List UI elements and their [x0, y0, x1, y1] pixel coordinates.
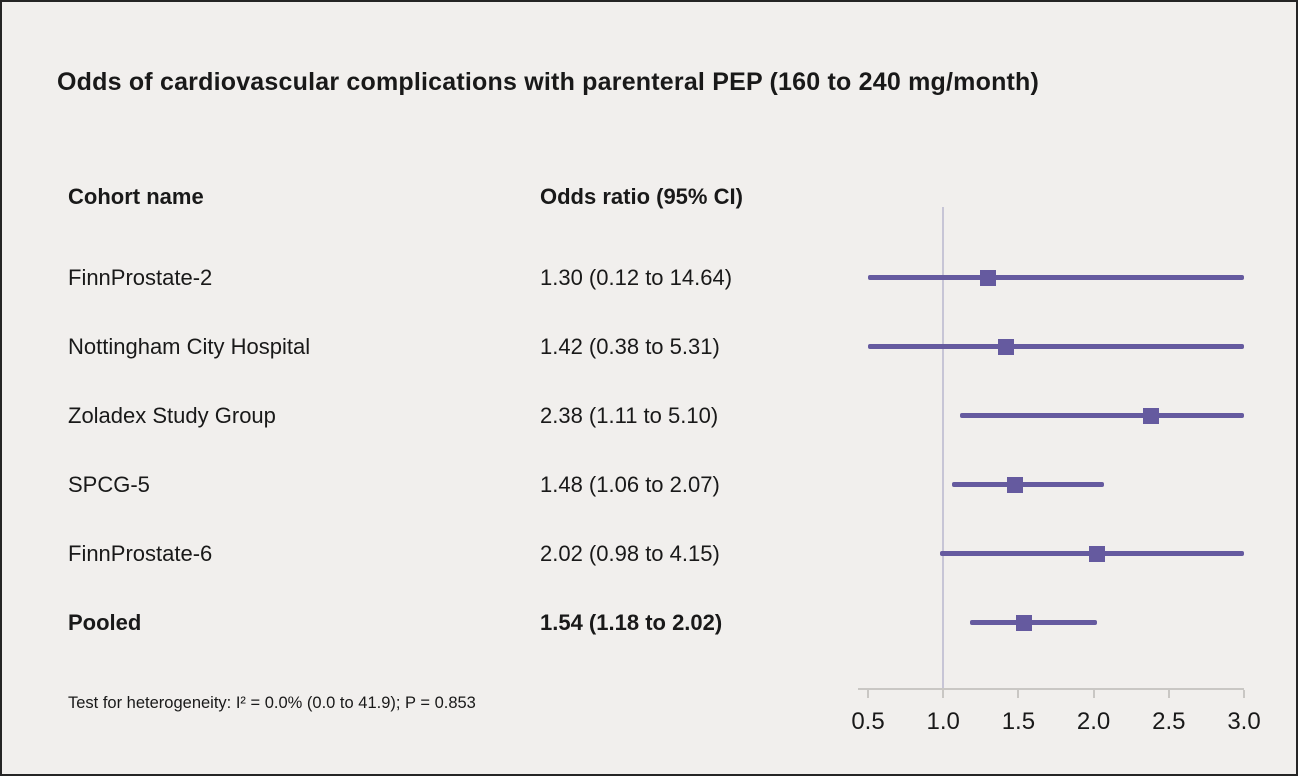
cohort-name: Pooled: [68, 610, 142, 635]
point-estimate-marker: [1142, 408, 1159, 424]
axis-tick: [1243, 690, 1245, 698]
axis-tick: [867, 690, 869, 698]
point-estimate-marker: [980, 270, 997, 286]
axis-tick: [1092, 690, 1095, 698]
column-header-cohort: Cohort name: [68, 184, 204, 209]
odds-ratio-value: 1.42 (0.38 to 5.31): [540, 334, 720, 359]
axis-tick: [942, 690, 945, 698]
x-axis-line: [858, 688, 1244, 690]
point-estimate-marker: [998, 339, 1015, 355]
odds-ratio-value: 1.30 (0.12 to 14.64): [540, 265, 733, 290]
cohort-name: SPCG-5: [68, 472, 150, 497]
cohort-name: Nottingham City Hospital: [68, 334, 311, 359]
axis-tick: [1167, 690, 1170, 698]
ci-line: [868, 344, 1244, 349]
cohort-name: Zoladex Study Group: [68, 403, 276, 428]
point-estimate-marker: [1016, 615, 1033, 631]
column-header-odds-ratio: Odds ratio (95% CI): [540, 184, 743, 209]
point-estimate-marker: [1007, 477, 1024, 493]
axis-tick-label: 2.0: [1076, 708, 1111, 735]
reference-line: [942, 207, 945, 688]
axis-tick-label: 3.0: [1227, 708, 1261, 735]
axis-tick-label: 2.5: [1152, 708, 1186, 735]
heterogeneity-footnote: Test for heterogeneity: I² = 0.0% (0.0 t…: [68, 694, 476, 712]
axis-tick-label: 1.0: [926, 708, 960, 735]
ci-line: [868, 275, 1244, 280]
odds-ratio-value: 1.48 (1.06 to 2.07): [540, 472, 720, 497]
cohort-name: FinnProstate-6: [68, 541, 213, 566]
cohort-name: FinnProstate-2: [68, 265, 213, 290]
odds-ratio-value: 1.54 (1.18 to 2.02): [540, 610, 723, 635]
ci-line: [952, 482, 1105, 487]
point-estimate-marker: [1088, 546, 1105, 562]
axis-tick-label: 1.5: [1001, 708, 1036, 735]
chart-title: Odds of cardiovascular complications wit…: [57, 68, 1040, 96]
odds-ratio-value: 2.38 (1.11 to 5.10): [540, 403, 719, 428]
ci-line: [959, 413, 1244, 418]
ci-line: [970, 620, 1097, 625]
axis-tick: [1017, 690, 1020, 698]
odds-ratio-value: 2.02 (0.98 to 4.15): [540, 541, 720, 566]
axis-tick-label: 0.5: [851, 708, 885, 735]
